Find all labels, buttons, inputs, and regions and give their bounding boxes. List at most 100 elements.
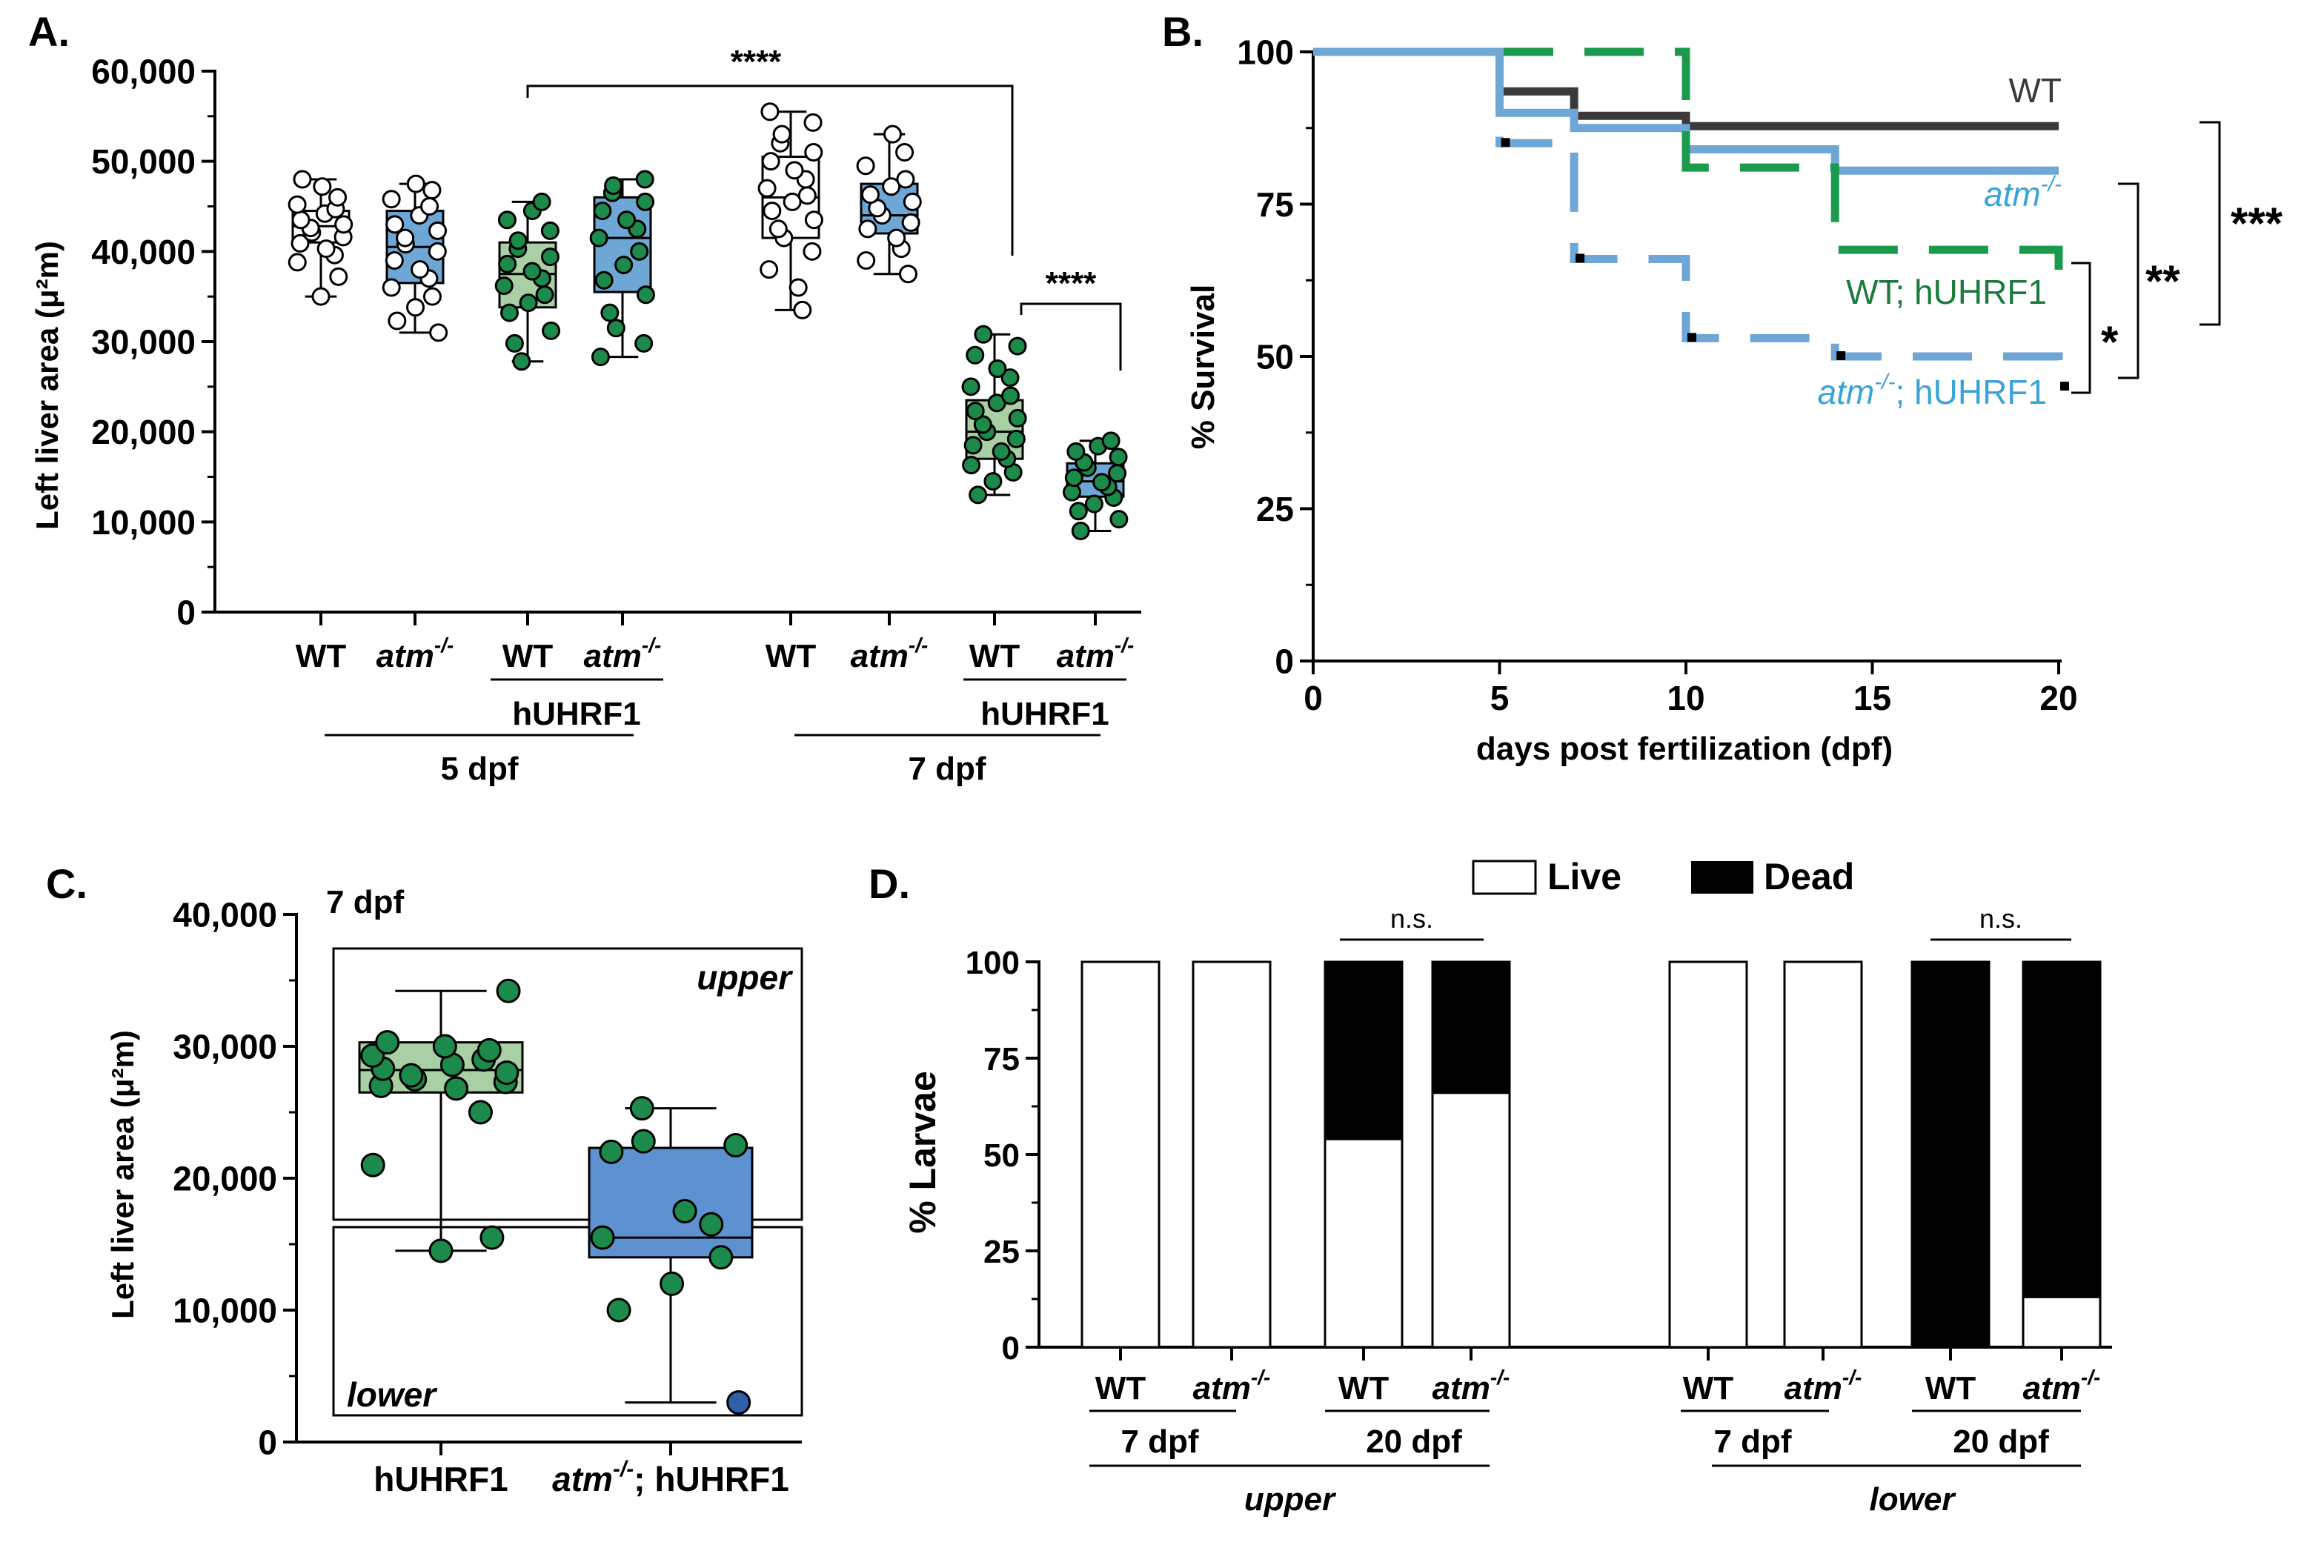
panel-b-legend-atm-huhrf1: atm-/-; hUHRF1 bbox=[1818, 370, 2048, 411]
panel-a-point bbox=[963, 436, 983, 455]
panel-c-xlabel-2: atm-/-; hUHRF1 bbox=[552, 1457, 789, 1498]
panel-a-xlabel-7: WT bbox=[969, 638, 1020, 674]
panel-a-point bbox=[860, 185, 880, 205]
panel-c-point bbox=[672, 1199, 697, 1223]
panel-c-point bbox=[723, 1133, 748, 1157]
panel-a-point bbox=[962, 456, 981, 475]
panel-c-point bbox=[399, 1063, 424, 1088]
panel-d-y-tick-label: 50 bbox=[983, 1137, 1020, 1174]
panel-c-point bbox=[375, 1030, 400, 1055]
panel-a-point bbox=[313, 177, 332, 196]
panel-d-y-tick-label: 75 bbox=[983, 1041, 1020, 1077]
panel-d: D. % Larvae Live Dead 0 25 50 75 100 n.s. n.… bbox=[869, 856, 2112, 1518]
panel-b-y-tick-label: 100 bbox=[1237, 33, 1294, 72]
panel-b-y-tick-label: 25 bbox=[1256, 490, 1294, 528]
panel-a-point bbox=[1092, 473, 1112, 492]
panel-d-y-tick-label: 100 bbox=[966, 945, 1020, 981]
panel-a-point bbox=[290, 233, 310, 253]
panel-d-bar-live-3 bbox=[1431, 1092, 1511, 1349]
panel-a-point bbox=[634, 333, 654, 353]
panel-c-point bbox=[629, 1096, 654, 1121]
panel-d-7dpf-lower: 7 dpf bbox=[1713, 1424, 1791, 1460]
panel-b-legend-wt-huhrf1: WT; hUHRF1 bbox=[1846, 273, 2047, 311]
panel-d-y-tick-label: 0 bbox=[1002, 1330, 1020, 1366]
panel-a-point bbox=[768, 219, 788, 239]
panel-d-20dpf-lower: 20 dpf bbox=[1953, 1424, 2049, 1460]
panel-a-point bbox=[497, 210, 517, 230]
panel-a-point bbox=[901, 213, 920, 232]
panel-a-point bbox=[1109, 510, 1129, 529]
panel-a-point bbox=[983, 472, 1003, 491]
panel-a-point bbox=[961, 377, 980, 396]
panel-a-point bbox=[896, 170, 915, 189]
panel-d-y-label: % Larvae bbox=[902, 1071, 943, 1234]
panel-a-huhrf1-label-1: hUHRF1 bbox=[512, 696, 641, 732]
panel-a-point bbox=[420, 197, 439, 216]
panel-c-point bbox=[444, 1076, 469, 1101]
panel-d-bar-dead-3 bbox=[1431, 960, 1511, 1094]
panel-a-7dpf-label: 7 dpf bbox=[908, 751, 986, 787]
panel-a-xlabel-4: atm-/- bbox=[584, 634, 662, 674]
panel-c-point bbox=[699, 1212, 724, 1237]
panel-b-y-label: % Survival bbox=[1185, 285, 1221, 450]
panel-a-point bbox=[636, 192, 655, 211]
panel-a-sig-1: **** bbox=[731, 44, 782, 80]
panel-a-point bbox=[760, 102, 780, 122]
panel-a-point bbox=[508, 231, 528, 250]
panel-d-x-labels: WT atm-/- WT atm-/- WT atm-/- WT atm-/- bbox=[1095, 1366, 2101, 1406]
panel-a-y-label: Left liver area (μ²m) bbox=[30, 241, 64, 530]
panel-a-point bbox=[428, 242, 447, 261]
panel-b-sig-1: *** bbox=[2231, 199, 2283, 248]
panel-b-censor-mark bbox=[1836, 351, 1846, 360]
panel-a-point bbox=[291, 210, 311, 230]
panel-a-point bbox=[785, 161, 804, 180]
panel-b-censor-mark bbox=[1501, 138, 1510, 147]
panel-b-series-3 bbox=[1313, 47, 2063, 388]
panel-a-point bbox=[600, 303, 620, 322]
panel-a-point bbox=[499, 303, 519, 322]
panel-d-y-tick-label: 25 bbox=[983, 1234, 1020, 1270]
panel-c-y-tick-label: 10,000 bbox=[173, 1292, 277, 1330]
panel-a-point bbox=[1069, 502, 1088, 521]
panel-a-bracket-1 bbox=[526, 84, 1014, 256]
panel-a-point bbox=[594, 270, 614, 290]
panel-a-point bbox=[969, 485, 988, 505]
panel-a-point bbox=[882, 177, 901, 196]
panel-b-censor-mark bbox=[1576, 253, 1585, 263]
panel-a-bracket-2 bbox=[1020, 302, 1122, 371]
panel-a-point bbox=[288, 195, 307, 214]
panel-b-bracket-2 bbox=[2118, 182, 2139, 379]
panel-d-xlabel-5: WT bbox=[1683, 1370, 1734, 1406]
panel-d-bar-live-7 bbox=[2022, 1295, 2102, 1349]
panel-b-legend-atm: atm-/- bbox=[1984, 172, 2062, 213]
panel-a-xlabel-3: WT bbox=[502, 638, 554, 674]
panel-c-point bbox=[708, 1245, 734, 1270]
panel-b-bracket-3 bbox=[2071, 262, 2091, 394]
panel-a-point bbox=[992, 442, 1011, 461]
panel-d-xlabel-8: atm-/- bbox=[2023, 1366, 2101, 1406]
panel-a-point bbox=[606, 319, 625, 338]
panel-b-censor-mark bbox=[1687, 333, 1696, 342]
panel-a-y-tick-label: 10,000 bbox=[91, 503, 196, 542]
panel-a-point bbox=[1108, 464, 1127, 483]
panel-a-point bbox=[804, 143, 823, 162]
panel-a-point bbox=[1008, 336, 1027, 356]
panel-d-xlabel-6: atm-/- bbox=[1784, 1366, 1862, 1406]
panel-a-point bbox=[422, 181, 442, 200]
panel-c-point bbox=[631, 1129, 656, 1154]
panel-d-xlabel-1: WT bbox=[1095, 1370, 1146, 1406]
panel-a-point bbox=[803, 113, 823, 132]
panel-a-point bbox=[1084, 494, 1103, 514]
panel-a-point bbox=[895, 143, 914, 162]
panel-a-y-tick-label: 40,000 bbox=[91, 233, 196, 271]
panel-a-y-tick-label: 30,000 bbox=[91, 323, 196, 362]
panel-a-point bbox=[887, 228, 906, 248]
panel-c-title: 7 dpf bbox=[326, 884, 404, 920]
panel-a-point bbox=[804, 210, 823, 230]
panel-a-point bbox=[494, 276, 514, 296]
panel-a-point bbox=[858, 219, 877, 239]
panel-b-sig-labels: *** ** * bbox=[2101, 199, 2283, 367]
panel-c-point bbox=[599, 1139, 624, 1164]
panel-d-ns-1: n.s. bbox=[1390, 903, 1433, 934]
